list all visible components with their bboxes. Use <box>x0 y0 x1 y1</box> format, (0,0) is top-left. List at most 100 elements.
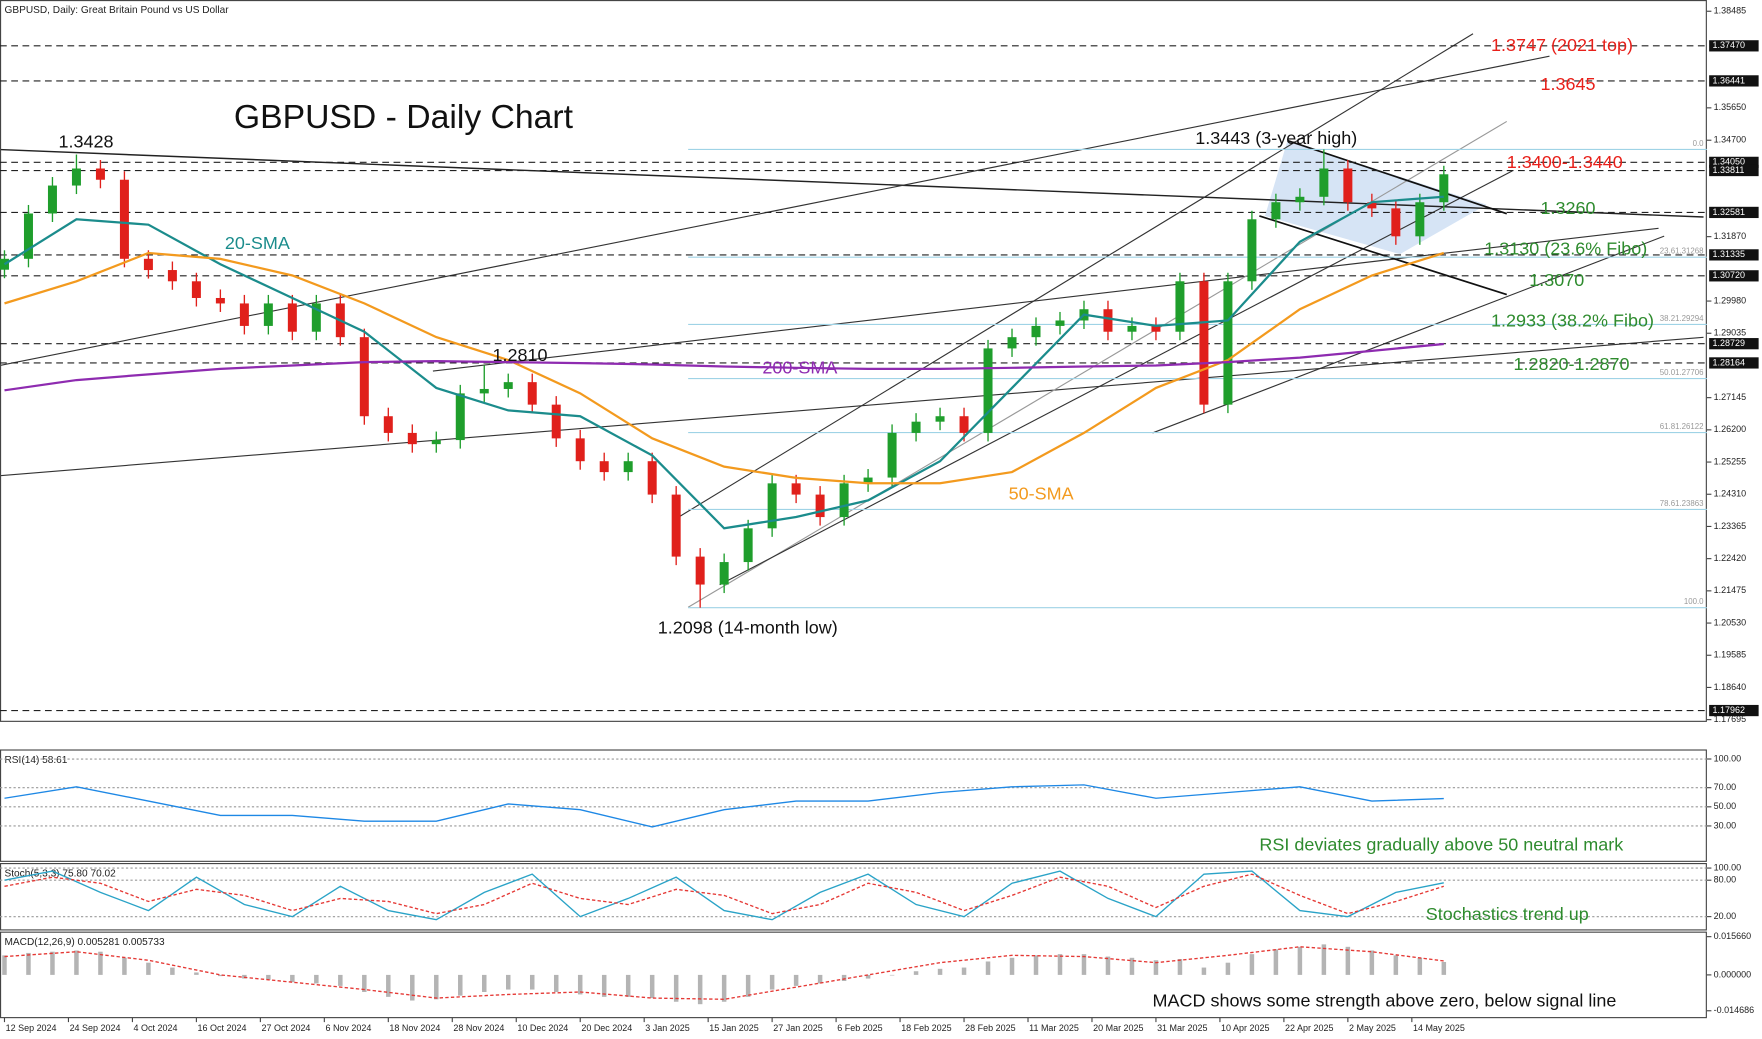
y-tick-label: 100.00 <box>1714 862 1741 872</box>
price-panel <box>0 0 1707 722</box>
annotation: 1.2098 (14-month low) <box>658 617 838 637</box>
candle-body <box>0 258 9 270</box>
annotation: 1.3747 (2021 top) <box>1491 35 1633 55</box>
annotation: 1.3400-1.3440 <box>1507 152 1623 172</box>
series-line <box>4 946 1444 1000</box>
channel-line <box>719 170 1513 586</box>
macd-bar <box>2 955 7 975</box>
level-box <box>1709 206 1759 219</box>
level-label: 1.28729 <box>1713 338 1745 348</box>
level-box <box>1709 270 1759 282</box>
macd-bar <box>146 962 151 975</box>
macd-bar <box>1441 962 1447 975</box>
macd-bar <box>1081 954 1087 975</box>
y-tick-label: 1.31870 <box>1714 231 1746 241</box>
level-box <box>1709 164 1759 177</box>
series-line <box>3 195 1444 530</box>
y-tick-label: 70.00 <box>1714 782 1736 792</box>
candle-body <box>935 416 945 422</box>
x-tick-label: 24 Sep 2024 <box>70 1023 121 1033</box>
level-box <box>1709 357 1759 369</box>
y-tick-label: 1.18640 <box>1714 682 1746 692</box>
level-label: 1.34050 <box>1713 157 1745 167</box>
x-tick-label: 14 May 2025 <box>1413 1023 1465 1033</box>
x-tick-label: 20 Mar 2025 <box>1093 1023 1143 1033</box>
series-label: 20-SMA <box>225 233 290 253</box>
y-tick-label: 1.26200 <box>1714 424 1746 434</box>
x-tick-label: 27 Jan 2025 <box>773 1023 822 1033</box>
series-line <box>4 873 1444 915</box>
macd-bar <box>1057 954 1063 975</box>
macd-bar <box>1009 957 1015 975</box>
macd-bar <box>266 974 271 980</box>
macd-bar <box>1201 967 1207 975</box>
annotation: 1.3645 <box>1540 74 1595 94</box>
y-tick-label: 1.19585 <box>1714 650 1746 660</box>
y-tick-label: -0.014686 <box>1714 1005 1754 1015</box>
stoch-panel <box>0 863 1707 931</box>
candle-body <box>1295 196 1305 203</box>
candle-body <box>383 416 393 433</box>
candle-body <box>191 281 201 298</box>
x-tick-label: 16 Oct 2024 <box>198 1023 247 1033</box>
macd-bar <box>410 974 415 1001</box>
candle-body <box>215 297 225 304</box>
fibo-label: 23.61.31268 <box>1660 247 1704 256</box>
annotation: MACD shows some strength above zero, bel… <box>1153 991 1617 1011</box>
candle-body <box>1175 281 1185 332</box>
candle-body <box>167 270 177 282</box>
candle-body <box>575 438 585 462</box>
macd-bar <box>553 974 559 992</box>
candle-body <box>815 494 825 518</box>
annotation: 1.3130 (23.6% Fibo) <box>1484 238 1647 258</box>
candle-body <box>1319 168 1329 197</box>
level-label: 1.31335 <box>1713 249 1745 259</box>
candle-body <box>1271 202 1281 220</box>
macd-bar <box>601 974 607 997</box>
y-tick-label: 0.015660 <box>1714 931 1751 941</box>
fibo-label: 78.61.23863 <box>1660 499 1704 508</box>
candle-body <box>263 303 273 326</box>
annotation: RSI deviates gradually above 50 neutral … <box>1259 834 1624 854</box>
y-tick-label: 0.000000 <box>1714 969 1751 979</box>
level-label: 1.37470 <box>1713 40 1745 50</box>
macd-bar <box>482 974 487 992</box>
x-tick-label: 22 Apr 2025 <box>1285 1023 1333 1033</box>
candle-body <box>911 421 921 433</box>
candle-body <box>1391 208 1401 237</box>
candle-body <box>695 556 705 585</box>
candle-body <box>503 382 513 389</box>
x-tick-label: 4 Oct 2024 <box>134 1023 178 1033</box>
series-line <box>4 251 1445 485</box>
y-tick-label: 1.17695 <box>1714 714 1746 724</box>
panel-title: MACD(12,26,9) 0.005281 0.005733 <box>4 937 165 948</box>
candle-body <box>671 494 681 557</box>
x-tick-label: 2 May 2025 <box>1349 1023 1396 1033</box>
y-tick-label: 1.29035 <box>1714 328 1746 338</box>
y-tick-label: 1.25255 <box>1714 456 1746 466</box>
y-tick-label: 1.34700 <box>1714 135 1746 145</box>
x-tick-label: 28 Feb 2025 <box>965 1023 1015 1033</box>
macd-bar <box>338 974 343 986</box>
macd-bar <box>505 974 511 990</box>
candle-body <box>239 303 249 326</box>
level-box <box>1709 249 1759 261</box>
candle-body <box>767 483 777 529</box>
candle-body <box>1247 219 1257 282</box>
macd-bar <box>1321 944 1327 975</box>
macd-bar <box>1249 954 1255 975</box>
candle-body <box>311 303 321 332</box>
annotation: 1.3070 <box>1529 270 1584 290</box>
x-tick-label: 11 Mar 2025 <box>1029 1023 1079 1033</box>
candle-body <box>887 432 897 478</box>
x-tick-label: 15 Jan 2025 <box>709 1023 758 1033</box>
candle-body <box>455 393 465 441</box>
candle-body <box>863 477 873 484</box>
y-tick-label: 30.00 <box>1714 820 1736 830</box>
candle-body <box>983 348 993 433</box>
y-tick-label: 1.29980 <box>1714 295 1746 305</box>
candle-body <box>431 440 441 445</box>
macd-bar <box>50 951 55 975</box>
